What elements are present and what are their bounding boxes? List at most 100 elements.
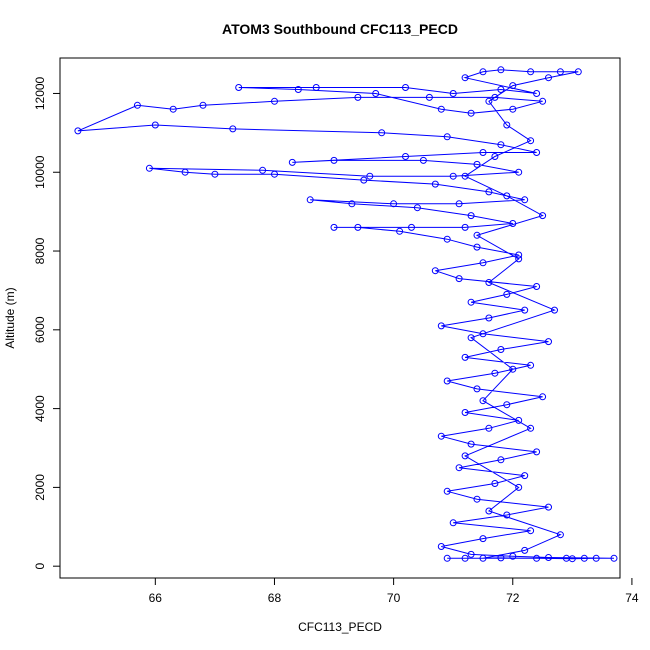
data-point (378, 129, 386, 137)
data-point (485, 188, 493, 196)
data-point (235, 84, 243, 91)
data-point (354, 223, 362, 231)
data-point (169, 105, 177, 113)
data-point (211, 170, 219, 178)
data-point (455, 275, 463, 283)
data-point (515, 251, 523, 259)
data-point (467, 334, 475, 342)
data-point (515, 483, 523, 491)
data-point (330, 223, 338, 231)
data-point (467, 109, 475, 117)
data-point (455, 464, 463, 472)
y-axis-label: Altitude (m) (3, 287, 17, 348)
data-point (509, 220, 517, 227)
data-point (485, 314, 493, 322)
y-tick-label: 12000 (33, 76, 47, 110)
x-tick-label: 66 (149, 591, 163, 605)
y-tick-label: 8000 (33, 237, 47, 264)
data-point (574, 68, 582, 76)
data-point (479, 68, 487, 76)
data-point (449, 172, 457, 180)
data-point (497, 66, 505, 74)
data-point (497, 554, 505, 562)
data-point (259, 166, 267, 174)
data-point (425, 93, 433, 101)
data-point (497, 346, 505, 353)
data-point (413, 204, 421, 212)
data-point (467, 212, 475, 220)
data-point (181, 168, 189, 176)
data-point (402, 84, 409, 91)
data-point (479, 149, 487, 156)
data-point (551, 306, 558, 314)
data-point (509, 552, 517, 560)
data-point (366, 172, 374, 180)
data-point (527, 424, 535, 432)
data-point (527, 527, 535, 535)
data-point (271, 170, 278, 178)
data-point (503, 290, 511, 298)
data-point (402, 153, 409, 160)
data-point (306, 196, 314, 204)
y-axis: 0 2000 4000 6000 8000 10000 12000 (33, 76, 60, 570)
data-point (449, 90, 457, 97)
data-point (461, 353, 469, 361)
data-point (312, 84, 320, 91)
data-point (527, 361, 535, 369)
data-point (515, 255, 523, 263)
data-point (419, 156, 427, 164)
x-axis: 66 68 70 72 74 (149, 578, 639, 605)
data-point (503, 511, 511, 519)
data-point (461, 452, 469, 460)
data-point (497, 456, 505, 464)
data-point (503, 121, 511, 129)
data-point (479, 397, 487, 405)
data-point (396, 227, 404, 235)
data-point (443, 487, 451, 495)
data-point (521, 472, 529, 480)
data-point (545, 338, 552, 346)
data-point (467, 440, 475, 448)
data-point (491, 480, 499, 487)
data-point (443, 235, 451, 243)
data-point (437, 543, 445, 550)
plot-frame (59, 57, 621, 579)
data-point (437, 322, 445, 330)
data-point (533, 283, 541, 290)
data-point (473, 231, 481, 239)
data-point (527, 137, 535, 145)
data-point (461, 74, 469, 82)
y-tick-label: 0 (33, 563, 47, 570)
data-point (556, 531, 564, 539)
data-point (556, 68, 564, 76)
data-point (443, 133, 451, 141)
data-point (288, 158, 296, 166)
data-point (527, 68, 535, 76)
data-point (491, 369, 499, 377)
data-point (348, 200, 356, 208)
data-point (533, 149, 541, 156)
x-tick-label: 72 (506, 591, 520, 605)
data-point (437, 432, 445, 440)
data-point (521, 546, 529, 554)
data-point (461, 409, 469, 416)
data-point (485, 279, 493, 286)
data-point (580, 554, 588, 562)
data-point (545, 503, 552, 511)
x-tick-label: 68 (268, 591, 282, 605)
data-point (509, 82, 517, 90)
x-axis-label: CFC113_PECD (298, 620, 382, 634)
data-point (473, 243, 481, 251)
data-point (479, 554, 487, 562)
data-point (431, 180, 439, 188)
data-point (473, 160, 481, 168)
data-point (74, 127, 82, 135)
data-point (485, 424, 493, 432)
data-point (562, 554, 570, 562)
y-tick-label: 2000 (33, 474, 47, 501)
data-point (491, 93, 499, 101)
data-point (431, 267, 439, 275)
data-point (503, 192, 511, 200)
data-point (461, 172, 469, 180)
